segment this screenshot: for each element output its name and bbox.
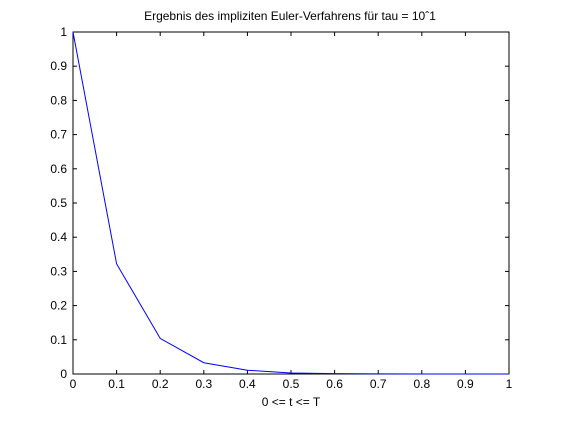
x-tick-label: 0.5 — [283, 377, 300, 391]
y-tick-label: 0.7 — [50, 128, 67, 142]
y-tick-label: 0.2 — [50, 299, 67, 313]
x-tick-label: 0.1 — [108, 377, 125, 391]
y-tick-label: 0.3 — [50, 264, 67, 278]
y-tick-label: 0.1 — [50, 333, 67, 347]
data-point — [421, 373, 422, 374]
y-tick-label: 0.8 — [50, 93, 67, 107]
x-tick-label: 1 — [506, 377, 513, 391]
data-point — [116, 263, 117, 264]
y-tick-label: 1 — [60, 25, 67, 39]
x-axis-label: 0 <= t <= T — [262, 395, 321, 409]
data-point — [334, 373, 335, 374]
x-tick-label: 0.6 — [326, 377, 343, 391]
y-tick-label: 0.6 — [50, 162, 67, 176]
data-point — [247, 370, 248, 371]
data-point — [508, 373, 509, 374]
y-tick-label: 0 — [60, 367, 67, 381]
series-line-0 — [73, 32, 509, 374]
data-point — [160, 338, 161, 339]
y-tick-label: 0.4 — [50, 230, 67, 244]
x-tick-label: 0.7 — [370, 377, 387, 391]
y-axis: 0 0.1 0.2 0.3 0.4 0.5 0.6 0.7 0.8 0.9 1 — [50, 25, 509, 381]
data-point — [465, 373, 466, 374]
data-point — [290, 372, 291, 373]
y-tick-label: 0.5 — [50, 196, 67, 210]
x-tick-label: 0.3 — [195, 377, 212, 391]
data-point — [378, 373, 379, 374]
x-tick-label: 0.2 — [152, 377, 169, 391]
x-tick-label: 0.8 — [413, 377, 430, 391]
plot-frame — [73, 32, 509, 374]
x-tick-label: 0.4 — [239, 377, 256, 391]
data-point — [72, 31, 73, 32]
series-layer — [72, 31, 509, 374]
x-tick-label: 0 — [70, 377, 77, 391]
chart-title: Ergebnis des impliziten Euler-Verfahrens… — [144, 9, 436, 23]
x-axis: 0 0.1 0.2 0.3 0.4 0.5 0.6 0.7 0.8 0.9 1 — [70, 32, 513, 391]
data-point — [203, 362, 204, 363]
y-tick-label: 0.9 — [50, 59, 67, 73]
x-tick-label: 0.9 — [457, 377, 474, 391]
